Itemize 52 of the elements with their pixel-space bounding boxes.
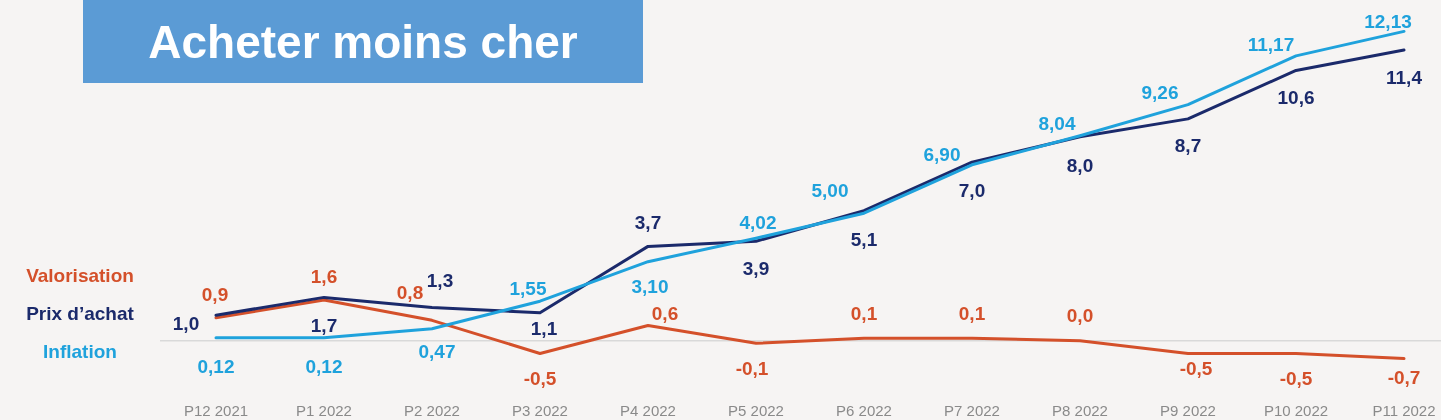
data-label: 0,6 (651, 302, 679, 324)
data-label: 7,0 (958, 179, 986, 201)
data-label: 1,1 (530, 317, 558, 339)
x-tick-label: P4 2022 (620, 401, 676, 419)
data-label: 8,0 (1066, 154, 1094, 176)
data-label: 0,1 (850, 302, 878, 324)
data-label: 5,1 (850, 228, 878, 250)
data-label: 12,13 (1364, 10, 1412, 32)
x-tick-label: P8 2022 (1052, 401, 1108, 419)
data-label: 11,4 (1386, 66, 1423, 88)
x-tick-label: P1 2022 (296, 401, 352, 419)
data-label: 1,55 (509, 277, 547, 299)
x-tick-label: P11 2022 (1372, 401, 1436, 419)
data-label: 0,12 (305, 355, 343, 377)
data-label: 3,10 (631, 275, 669, 297)
data-label: 9,26 (1141, 81, 1179, 103)
data-label: 1,3 (426, 269, 454, 291)
data-label: -0,5 (523, 367, 557, 389)
x-tick-label: P6 2022 (836, 401, 892, 419)
data-label: 1,6 (310, 265, 338, 287)
x-tick-label: P7 2022 (944, 401, 1000, 419)
data-label: 0,0 (1066, 304, 1094, 326)
data-label: 3,9 (742, 257, 770, 279)
data-label: 5,00 (811, 179, 849, 201)
chart-title: Acheter moins cher (83, 0, 643, 83)
data-label: 3,7 (634, 211, 662, 233)
data-label: 8,7 (1174, 134, 1202, 156)
data-label: 0,9 (201, 283, 229, 305)
data-label: 0,12 (197, 355, 235, 377)
data-label: 1,0 (172, 312, 200, 334)
data-label: -0,5 (1179, 357, 1213, 379)
data-label: 0,1 (958, 302, 986, 324)
data-label: 6,90 (923, 143, 961, 165)
x-tick-label: P12 2021 (183, 401, 249, 419)
data-label: 11,17 (1247, 33, 1295, 55)
x-tick-label: P5 2022 (728, 401, 784, 419)
x-tick-label: P9 2022 (1160, 401, 1216, 419)
x-tick-label: P3 2022 (512, 401, 568, 419)
data-label: -0,1 (735, 357, 769, 379)
data-label: -0,5 (1279, 367, 1313, 389)
data-label: 0,8 (396, 281, 424, 303)
data-label: 1,7 (310, 314, 338, 336)
x-tick-label: P10 2022 (1263, 401, 1329, 419)
data-label: 10,6 (1277, 86, 1315, 108)
text: Prix d’achat (26, 302, 134, 326)
data-label: 8,04 (1038, 112, 1076, 134)
data-label: 4,02 (739, 211, 777, 233)
data-label: -0,7 (1387, 366, 1421, 388)
text: Inflation (43, 340, 117, 364)
x-tick-label: P2 2022 (404, 401, 460, 419)
data-label: 0,47 (418, 340, 456, 362)
text: Valorisation (26, 264, 134, 288)
